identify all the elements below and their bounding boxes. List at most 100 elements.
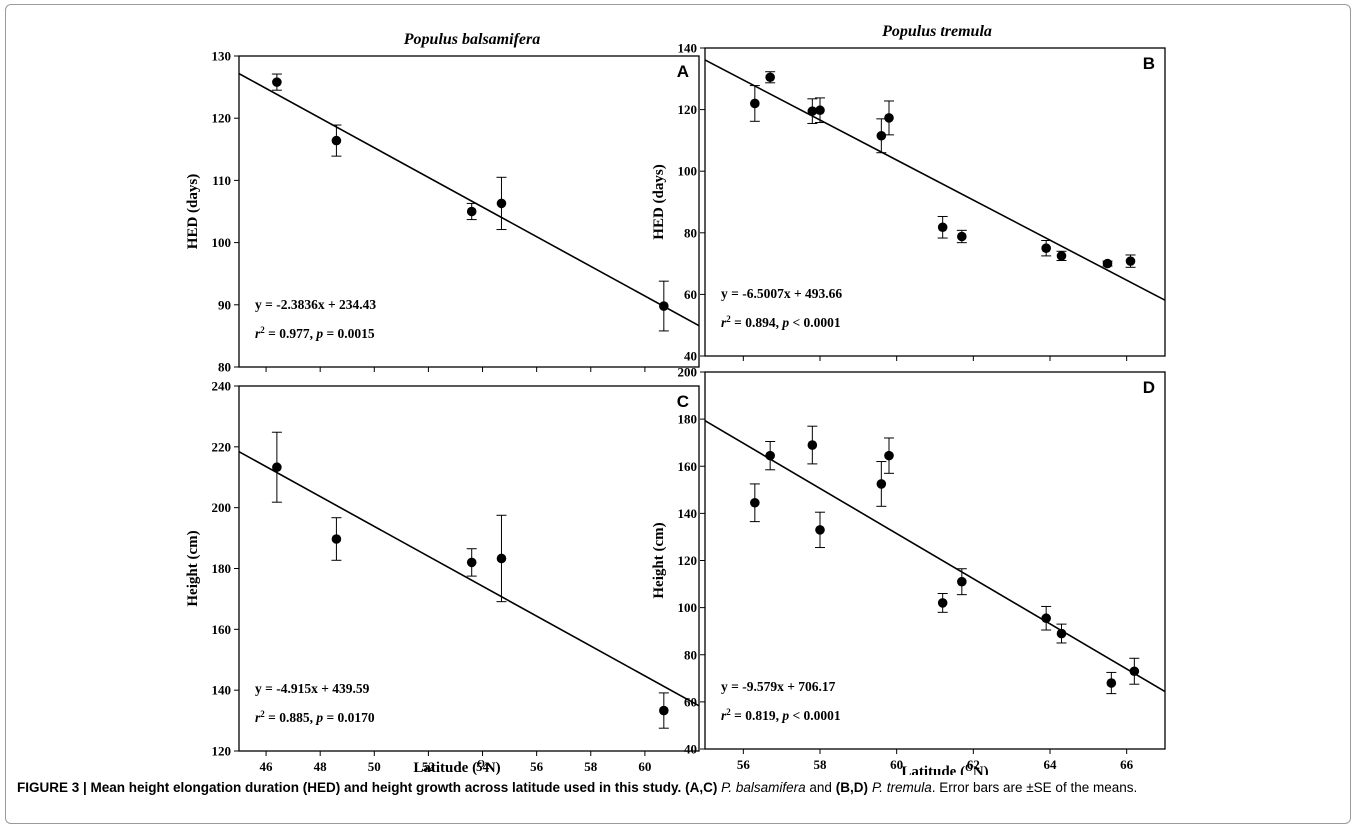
x-tick-label: 62 (967, 757, 980, 772)
x-tick-label: 56 (530, 759, 544, 774)
data-point (884, 450, 894, 461)
data-point (1129, 666, 1140, 677)
stats-part-2: = 0.977, (265, 326, 317, 341)
x-tick-label: 64 (1044, 757, 1058, 772)
stats-part-1: 2 (726, 707, 731, 717)
x-tick-label: 58 (814, 757, 828, 772)
x-axis-sup: O (477, 759, 485, 770)
data-point (750, 497, 760, 508)
x-axis-unit: N) (485, 760, 501, 775)
data-point (272, 462, 282, 473)
data-point (957, 231, 967, 242)
x-tick-label: 50 (368, 759, 381, 774)
stats-part-3: p (781, 708, 789, 723)
regression-line (238, 450, 700, 707)
data-point (659, 301, 669, 311)
y-tick-label: 100 (678, 600, 698, 615)
species-title-right: Populus tremula (881, 23, 992, 40)
y-tick-label: 40 (684, 742, 697, 757)
figure-caption: FIGURE 3 | Mean height elongation durati… (17, 777, 1337, 798)
y-tick-label: 240 (212, 379, 232, 394)
y-tick-label: 60 (684, 694, 697, 709)
stats-part-0: r (721, 315, 727, 330)
data-point (765, 450, 775, 461)
stats-part-4: < 0.0001 (789, 315, 841, 330)
y-tick-label: 130 (212, 49, 232, 64)
y-tick-label: 140 (678, 41, 698, 56)
y-tick-label: 120 (212, 111, 232, 126)
data-point (331, 135, 342, 146)
y-tick-label: 120 (678, 553, 698, 568)
data-point (466, 557, 477, 568)
data-point (937, 222, 948, 233)
panel-letter: B (1143, 54, 1155, 73)
y-tick-label: 120 (678, 102, 698, 117)
caption-panels-ac: (A,C) (685, 780, 718, 795)
x-axis-label-text: Latitude ( (901, 764, 965, 775)
panel-a: 80 90 100 110 120 130 HED (days) Ay = -2.3836x … (185, 49, 700, 375)
plot-area (238, 55, 700, 368)
y-tick-label: 140 (212, 683, 232, 698)
stats-part-0: r (721, 708, 727, 723)
y-tick-label: 120 (212, 744, 232, 759)
y-tick-label: 200 (212, 500, 232, 515)
stats-part-1: 2 (260, 709, 265, 719)
data-point (1041, 613, 1051, 624)
data-point (1125, 256, 1136, 266)
stats-part-2: = 0.819, (731, 708, 783, 723)
regression-stats: r2 = 0.885, p = 0.0170 (255, 709, 375, 725)
data-point (1102, 258, 1113, 269)
regression-line (704, 420, 1166, 693)
y-tick-label: 220 (212, 439, 232, 454)
y-tick-label: 100 (212, 235, 232, 250)
data-point (496, 553, 507, 564)
data-point (807, 106, 818, 116)
panel-letter: A (677, 62, 689, 81)
regression-equation: y = -9.579x + 706.17 (721, 679, 836, 694)
x-axis-title-right: Latitude (ON) (901, 763, 988, 776)
data-point (957, 576, 967, 587)
stats-part-2: = 0.894, (731, 315, 783, 330)
x-axis-unit: N) (973, 764, 989, 775)
data-point (496, 198, 507, 209)
caption-species-ac: P. balsamifera (721, 780, 806, 795)
data-point (884, 113, 894, 123)
x-tick-label: 66 (1120, 757, 1134, 772)
y-axis-title: Height (cm) (651, 522, 667, 598)
stats-part-4: = 0.0015 (323, 326, 375, 341)
data-point (876, 479, 887, 489)
stats-part-4: < 0.0001 (789, 708, 841, 723)
x-tick-label: 54 (476, 759, 490, 774)
regression-stats: r2 = 0.977, p = 0.0015 (255, 325, 375, 341)
stats-part-2: = 0.885, (265, 710, 317, 725)
data-point (1056, 251, 1067, 261)
panel-b: 40 60 80 100 120 140 HED (days) By = -6.5007x +… (651, 41, 1166, 364)
stats-part-1: 2 (726, 314, 731, 324)
data-point (272, 77, 282, 87)
x-tick-label: 56 (737, 757, 751, 772)
y-tick-label: 160 (212, 622, 232, 637)
x-axis-title-left: Latitude (ON) (413, 759, 500, 776)
data-point (815, 105, 825, 116)
y-tick-label: 60 (684, 287, 697, 302)
x-tick-label: 60 (638, 759, 651, 774)
data-point (807, 440, 818, 450)
y-tick-label: 100 (678, 164, 698, 179)
caption-and: and (809, 780, 832, 795)
data-point (876, 130, 887, 141)
data-point (815, 525, 825, 535)
data-point (1041, 243, 1051, 253)
x-tick-label: 46 (260, 759, 274, 774)
regression-stats: r2 = 0.819, p < 0.0001 (721, 707, 841, 723)
figure-frame (5, 4, 1351, 824)
regression-line (704, 59, 1166, 301)
y-tick-label: 180 (212, 561, 232, 576)
data-point (1106, 678, 1117, 688)
figure-canvas: Populus balsamifera Populus tremula Lati… (185, 23, 1166, 776)
data-point (331, 534, 342, 544)
y-tick-label: 90 (218, 297, 231, 312)
y-tick-label: 200 (678, 365, 698, 380)
y-axis-title: HED (days) (185, 174, 201, 249)
data-point (750, 98, 760, 109)
